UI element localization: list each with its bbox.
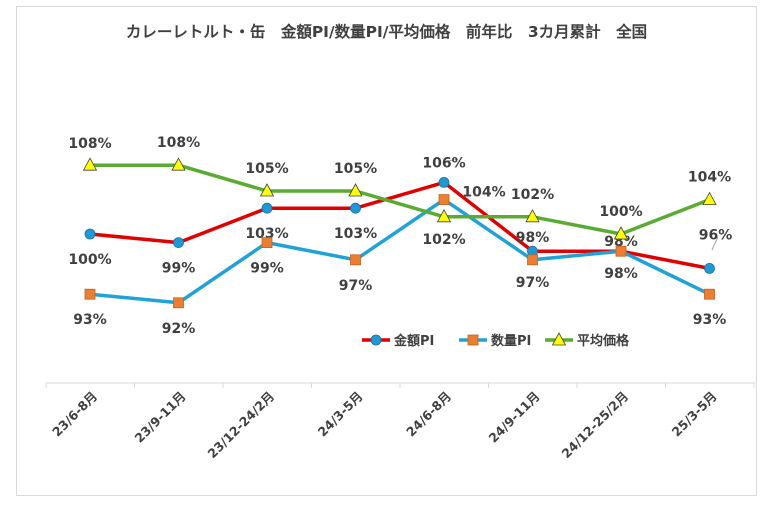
data-label: 100% — [68, 252, 111, 268]
legend-label: 数量PI — [491, 333, 531, 349]
legend-label: 平均価格 — [577, 333, 630, 349]
data-label: 97% — [339, 278, 373, 294]
data-point-marker — [613, 226, 629, 240]
legend-item: 平均価格 — [545, 332, 630, 349]
legend-label: 金額PI — [393, 333, 434, 349]
series-line — [88, 197, 712, 305]
data-label: 104% — [688, 170, 731, 186]
data-label: 92% — [162, 321, 196, 337]
label-leader-line — [447, 158, 459, 162]
x-tick-label: 24/3-5月 — [315, 389, 366, 440]
data-point-marker — [259, 183, 275, 197]
data-label: 93% — [693, 312, 727, 328]
legend-item: 金額PI — [362, 333, 434, 349]
data-point-marker — [370, 334, 382, 346]
data-point-marker — [348, 183, 363, 197]
data-label: 98% — [604, 234, 638, 250]
data-point-marker — [173, 237, 184, 249]
data-label: 105% — [334, 161, 377, 177]
data-label: 108% — [68, 136, 111, 152]
data-point-marker — [467, 334, 479, 346]
series-line — [88, 163, 712, 236]
data-point-marker — [704, 288, 715, 300]
data-point-marker — [525, 208, 540, 223]
series-2: 93% 92% 99% 97% 104% 97% 98% 93% — [73, 185, 726, 337]
data-label: 97% — [516, 275, 550, 291]
legend-item: 数量PI — [459, 333, 531, 349]
data-label: 108% — [157, 135, 200, 151]
data-label: 105% — [245, 161, 288, 177]
data-point-marker — [436, 208, 452, 223]
x-tick-label: 25/3-5月 — [669, 389, 720, 440]
data-label: 106% — [422, 155, 465, 171]
x-tick-label: 23/9-11月 — [132, 389, 189, 446]
data-label: 93% — [73, 312, 107, 328]
data-point-marker — [438, 176, 450, 188]
data-label: 99% — [250, 261, 284, 277]
label-leader-line — [711, 236, 719, 251]
data-label: 98% — [516, 230, 550, 246]
data-point-marker — [84, 228, 96, 240]
data-label: 98% — [604, 266, 638, 282]
data-point-marker — [84, 288, 96, 300]
data-point-marker — [350, 202, 361, 214]
data-point-marker — [704, 262, 715, 274]
data-label: 104% — [462, 185, 505, 201]
data-label: 99% — [162, 261, 196, 277]
data-point-marker — [261, 202, 273, 214]
data-label: 103% — [245, 226, 288, 242]
data-point-marker — [171, 157, 186, 171]
data-point-marker — [173, 297, 184, 309]
data-label: 103% — [334, 226, 377, 242]
data-label: 102% — [422, 232, 465, 248]
data-point-marker — [261, 237, 273, 249]
x-tick-label: 23/6-8月 — [49, 389, 100, 440]
x-tick-label: 24/6-8月 — [403, 389, 454, 440]
x-tick-label: 23/12-24/2月 — [204, 389, 277, 462]
data-label: 102% — [511, 187, 554, 203]
data-label: 100% — [599, 204, 642, 220]
data-point-marker — [615, 245, 627, 257]
data-point-marker — [82, 157, 98, 171]
data-label: 96% — [699, 227, 733, 243]
data-point-marker — [702, 191, 717, 206]
data-point-marker — [438, 194, 450, 206]
data-point-marker — [527, 254, 538, 266]
x-tick-label: 24/9-11月 — [486, 389, 543, 446]
data-point-marker — [551, 332, 567, 346]
chart-title: カレーレトルト・缶 金額PI/数量PI/平均価格 前年比 3カ月累計 全国 — [125, 23, 648, 41]
x-tick-label: 24/12-25/2月 — [558, 389, 631, 462]
legend: 金額PI 数量PI 平均価格 — [362, 332, 630, 349]
chart-frame — [16, 6, 757, 496]
series-3: 108% 108% 105% 105% 102% 102% 100% 104% — [68, 135, 731, 248]
data-point-marker — [350, 254, 361, 266]
